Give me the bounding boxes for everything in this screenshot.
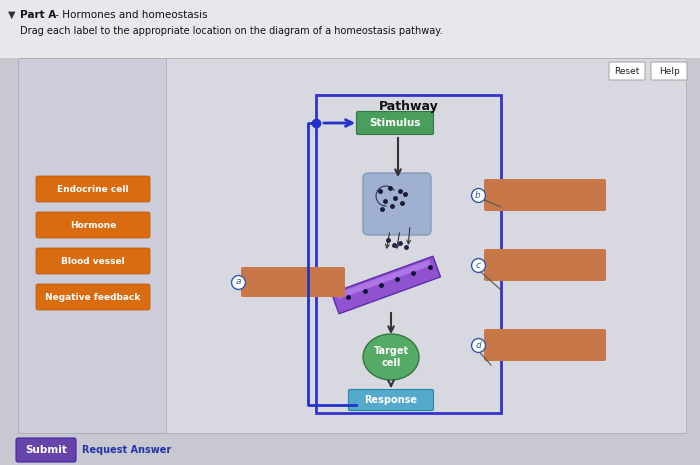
Text: Part A: Part A [20,10,56,20]
Text: Help: Help [659,66,680,75]
Text: Request Answer: Request Answer [82,445,172,455]
Text: ▼: ▼ [8,10,15,20]
Text: a: a [235,278,241,286]
Text: Negative feedback: Negative feedback [46,292,141,301]
Text: - Hormones and homeostasis: - Hormones and homeostasis [52,10,208,20]
FancyBboxPatch shape [241,267,345,297]
Bar [316,95,501,413]
Bar [0,0,700,58]
Text: c: c [475,260,480,270]
Text: Hormone: Hormone [70,220,116,230]
Text: b: b [475,191,481,199]
FancyBboxPatch shape [36,284,150,310]
FancyBboxPatch shape [36,176,150,202]
Text: Submit: Submit [25,445,67,455]
FancyBboxPatch shape [651,62,687,80]
Text: Response: Response [365,395,417,405]
Bar [18,58,686,433]
Text: Target
cell: Target cell [373,346,409,368]
Text: d: d [475,340,481,350]
FancyBboxPatch shape [484,249,606,281]
Bar [18,58,166,433]
Polygon shape [337,260,431,299]
Ellipse shape [363,334,419,380]
Text: Pathway: Pathway [379,100,438,113]
FancyBboxPatch shape [349,390,433,411]
Text: Blood vessel: Blood vessel [61,257,125,266]
FancyBboxPatch shape [36,212,150,238]
FancyBboxPatch shape [16,438,76,462]
FancyBboxPatch shape [484,329,606,361]
Text: Endocrine cell: Endocrine cell [57,185,129,193]
FancyBboxPatch shape [363,173,431,235]
Text: Stimulus: Stimulus [370,118,421,128]
FancyBboxPatch shape [609,62,645,80]
FancyBboxPatch shape [484,179,606,211]
FancyBboxPatch shape [36,248,150,274]
Text: Reset: Reset [615,66,640,75]
Text: Drag each label to the appropriate location on the diagram of a homeostasis path: Drag each label to the appropriate locat… [20,26,442,36]
Polygon shape [332,256,440,314]
FancyBboxPatch shape [356,112,433,134]
